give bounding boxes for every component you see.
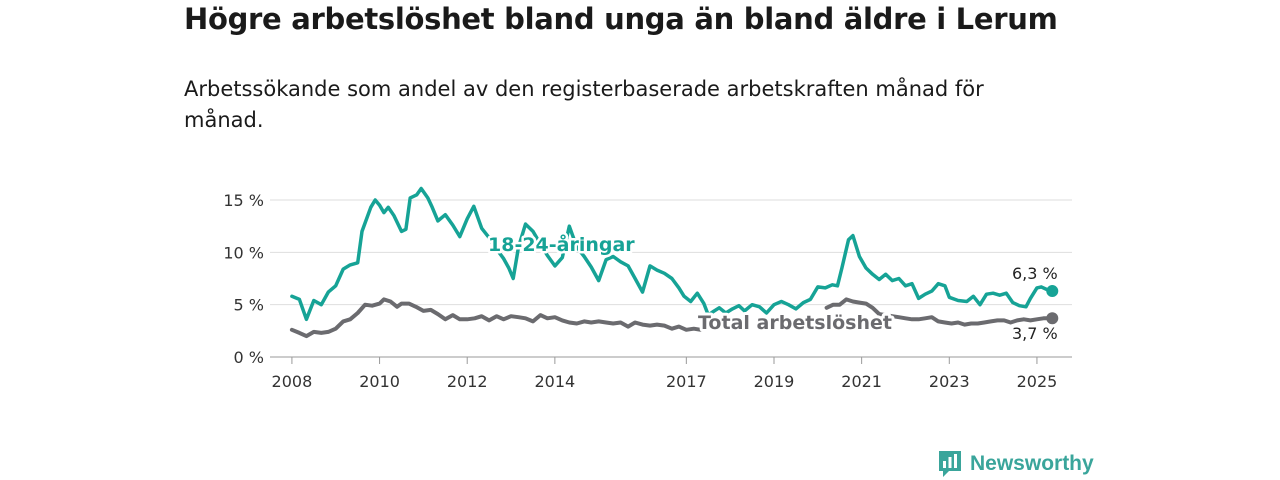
series-label-total: Total arbetslöshet: [698, 312, 892, 334]
chart-subtitle: Arbetssökande som andel av den registerb…: [184, 77, 984, 132]
y-tick-label: 0 %: [234, 348, 264, 367]
x-tick-label: 2008: [272, 372, 313, 391]
x-tick-label: 2019: [754, 372, 795, 391]
series-line-youth: [290, 186, 1055, 322]
x-tick-label: 2023: [929, 372, 970, 391]
x-tick-label: 2017: [666, 372, 707, 391]
brand-name: Newsworthy: [970, 452, 1094, 475]
y-tick-label: 15 %: [223, 191, 264, 210]
y-tick-label: 10 %: [223, 243, 264, 262]
brand-logo: Newsworthy: [937, 448, 1094, 480]
end-point-youth: [1046, 285, 1059, 298]
x-tick-label: 2025: [1017, 372, 1058, 391]
end-value-label-youth: 6,3 %: [1012, 264, 1058, 283]
x-tick-label: 2014: [535, 372, 576, 391]
x-tick-label: 2012: [447, 372, 488, 391]
newsworthy-chart-logo-icon: [939, 451, 961, 477]
series-label-youth: 18-24-åringar: [488, 232, 635, 256]
series-line-total: [289, 297, 711, 339]
end-point-total: [1046, 312, 1059, 325]
y-tick-label: 5 %: [234, 296, 264, 315]
end-value-label-total: 3,7 %: [1012, 324, 1058, 343]
x-tick-label: 2010: [359, 372, 400, 391]
series-line-total: [877, 312, 1055, 327]
series-line-total: [824, 297, 882, 317]
chart-title: Högre arbetslöshet bland unga än bland ä…: [184, 2, 1058, 36]
x-tick-label: 2021: [841, 372, 882, 391]
